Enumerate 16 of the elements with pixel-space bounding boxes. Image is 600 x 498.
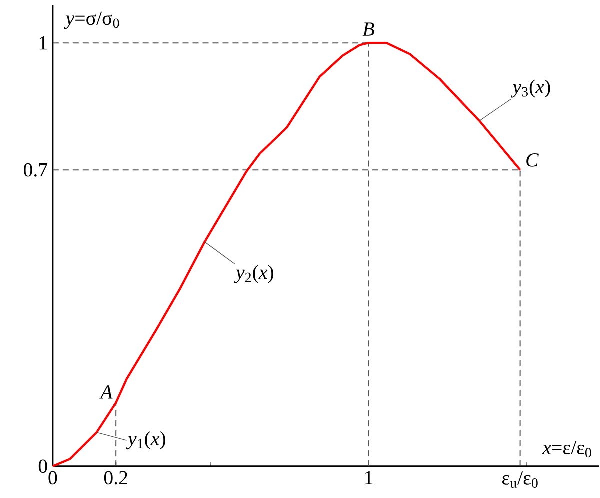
- annotation: B: [362, 22, 374, 36]
- x-tick-label: 1: [366, 471, 373, 484]
- y-tick-label: 0.7: [24, 163, 48, 177]
- line-series: [52, 42, 522, 468]
- y-axis-title: y=σ/σ$_{0}$: [64, 12, 120, 30]
- y-tick-label: 1: [40, 36, 47, 50]
- annotation: y$_{1}$(x): [126, 431, 166, 450]
- annotation: y$_{2}$(x): [234, 265, 274, 284]
- x-tick-label: 0: [48, 471, 58, 484]
- ref-line-label: ε$_{u}$/ε$_{0}$: [502, 471, 538, 488]
- annotation: C: [526, 153, 539, 167]
- x-tick-label: 0.2: [104, 471, 128, 485]
- annotation: y$_{3}$(x): [511, 80, 550, 98]
- y-tick-label: 0: [38, 460, 48, 473]
- x-axis-title: x=ε/ε$_{0}$: [542, 441, 592, 458]
- annotation: A: [100, 385, 113, 399]
